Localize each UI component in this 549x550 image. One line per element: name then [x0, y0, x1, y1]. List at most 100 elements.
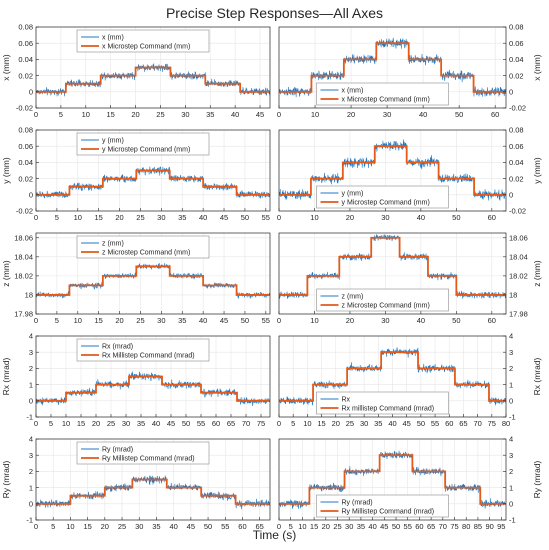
legend-box — [76, 132, 210, 156]
x-tick-label: 90 — [485, 522, 493, 531]
y-tick-label: 4 — [29, 332, 33, 341]
x-tick-label: 40 — [152, 419, 160, 428]
legend-entry-label: y Microstep Command (mm) — [102, 147, 190, 154]
legend-entry-label: y (mm) — [102, 138, 124, 145]
x-tick-label: 50 — [204, 522, 212, 531]
x-tick-label: 10 — [82, 110, 90, 119]
chart-panel-1: 0 5 10 15 20 25 30 35 40 45-0.0200.020.040.060.08… — [1, 23, 271, 119]
x-tick-label: 35 — [178, 316, 186, 325]
y-tick-label: 0 — [29, 500, 33, 509]
y-tick-label: 1 — [29, 483, 33, 492]
x-tick-label: 10 — [74, 213, 82, 222]
x-tick-label: 40 — [419, 110, 427, 119]
y-tick-label: 4 — [29, 435, 33, 444]
x-tick-label: 50 — [182, 419, 190, 428]
x-tick-label: 40 — [231, 110, 239, 119]
y-tick-label: -0.02 — [509, 104, 526, 113]
y-tick-label: 0.06 — [509, 39, 524, 48]
x-tick-label: 45 — [220, 213, 228, 222]
y-tick-label: 3 — [509, 451, 513, 460]
plot-area — [279, 347, 506, 406]
x-tick-label: 65 — [256, 522, 264, 531]
y-tick-label: -1 — [26, 413, 33, 422]
axes-box — [278, 438, 507, 521]
x-tick-label: 45 — [380, 522, 388, 531]
x-tick-label: 45 — [256, 110, 264, 119]
y-tick-label: 0.06 — [18, 142, 33, 151]
x-tick-label: 20 — [346, 316, 354, 325]
x-tick-label: 35 — [206, 110, 214, 119]
x-tick-label: 70 — [242, 419, 250, 428]
x-tick-label: 0 — [277, 110, 281, 119]
command-series-line — [279, 42, 506, 93]
legend-entry-label: y Microstep Command (mm) — [342, 200, 430, 207]
y-tick-label: 18.04 — [14, 253, 33, 262]
plot-area — [36, 263, 270, 300]
x-tick-label: 30 — [383, 110, 391, 119]
x-tick-label: 25 — [118, 522, 126, 531]
x-tick-label: 35 — [137, 419, 145, 428]
x-tick-label: 50 — [452, 213, 460, 222]
x-tick-label: 0 — [34, 419, 38, 428]
legend-box — [316, 185, 449, 209]
x-tick-label: 55 — [431, 419, 439, 428]
legend-box — [76, 235, 210, 259]
legend-entry-label: x (mm) — [342, 88, 364, 95]
legend-entry-label: Ry Millistep Command (mrad) — [102, 456, 195, 463]
x-tick-label: 25 — [136, 316, 144, 325]
legend-box — [76, 29, 210, 53]
x-tick-label: 60 — [445, 419, 453, 428]
x-tick-label: 25 — [156, 110, 164, 119]
y-tick-label: 18 — [25, 291, 33, 300]
x-tick-label: 0 — [34, 213, 38, 222]
y-tick-label: 0.06 — [18, 39, 33, 48]
axes-box — [35, 26, 271, 109]
y-tick-label: -0.02 — [509, 207, 526, 216]
x-tick-label: 10 — [310, 213, 318, 222]
y-tick-label: 0.06 — [509, 142, 524, 151]
x-tick-label: 55 — [262, 213, 270, 222]
x-tick-label: 25 — [136, 213, 144, 222]
y-tick-label: 3 — [29, 348, 33, 357]
x-tick-label: 30 — [135, 522, 143, 531]
x-tick-label: 60 — [238, 522, 246, 531]
x-tick-label: 35 — [357, 522, 365, 531]
y-tick-label: 4 — [509, 332, 513, 341]
chart-panel-4: 0 10 20 30 40 50 60 -0.02 0 0.02 0.04 0.06 0.08 y (mm… — [277, 126, 542, 222]
legend-entry-label: Rx millistep Command (mrad) — [342, 406, 435, 413]
y-axis-label: x (mm) — [532, 54, 542, 81]
y-tick-label: 0.02 — [18, 71, 33, 80]
x-tick-label: 0 — [277, 419, 281, 428]
command-series-line — [279, 454, 506, 505]
x-tick-label: 20 — [131, 110, 139, 119]
x-tick-label: 55 — [262, 316, 270, 325]
chart-panel-6: 0 10 20 30 40 50 60 17.98 18 18.02 18.04 18.06 z (mm… — [277, 232, 542, 325]
x-tick-label: 35 — [152, 522, 160, 531]
x-tick-label: 70 — [439, 522, 447, 531]
legend-box — [316, 391, 449, 415]
y-tick-label: 1 — [509, 483, 513, 492]
command-series-line — [36, 375, 270, 402]
measured-series-line — [36, 166, 270, 199]
x-tick-label: 85 — [474, 522, 482, 531]
chart-panel-2: 0 10 20 30 40 50 60 -0.02 0 0.02 0.04 0.06 0.08 x (mm… — [277, 23, 542, 119]
y-tick-label: -1 — [509, 413, 516, 422]
x-tick-label: 80 — [502, 419, 510, 428]
legend: Ry (mrad) Ry Millistep Command (mrad) — [316, 494, 449, 518]
x-tick-label: 10 — [303, 419, 311, 428]
chart-panel-10: 0 5 10 15 20 25 30 35 40 45 50 55 60 65 70 75 80 85 90 95-1… — [277, 435, 542, 531]
x-tick-label: 20 — [322, 522, 330, 531]
legend-entry-label: Rx Millistep Command (mrad) — [102, 353, 195, 360]
y-tick-label: 17.98 — [509, 310, 528, 319]
x-tick-label: 30 — [360, 419, 368, 428]
x-tick-label: 30 — [122, 419, 130, 428]
legend-entry-label: Ry Millistep Command (mrad) — [342, 509, 435, 516]
x-tick-label: 35 — [374, 419, 382, 428]
x-tick-label: 25 — [333, 522, 341, 531]
x-tick-label: 50 — [417, 419, 425, 428]
x-tick-label: 30 — [157, 213, 165, 222]
command-series-line — [279, 351, 506, 402]
y-tick-label: 18.06 — [509, 233, 528, 242]
y-axis-label: Rx (mrad) — [1, 357, 11, 395]
